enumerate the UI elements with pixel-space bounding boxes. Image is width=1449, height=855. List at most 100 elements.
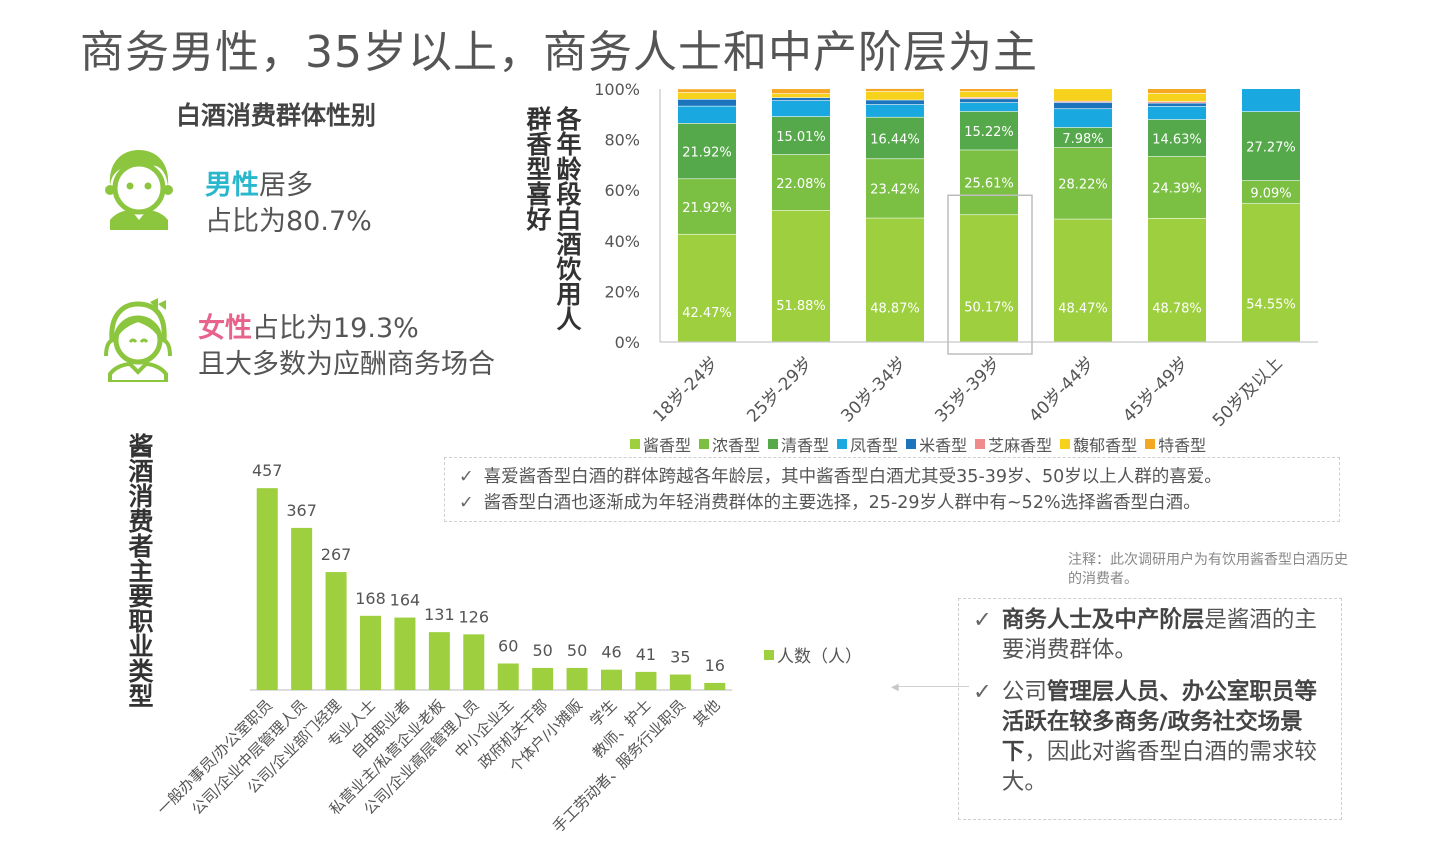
bar-segment <box>866 117 924 159</box>
bar-segment <box>678 89 736 93</box>
occupation-legend-swatch <box>764 649 774 660</box>
male-avatar-icon <box>100 148 178 234</box>
occupation-insight-2-pre: 公司 <box>1001 679 1047 705</box>
legend-item: 芝麻香型 <box>975 432 1052 456</box>
bar-segment <box>1242 111 1300 181</box>
bar-value-label: 367 <box>286 501 317 520</box>
legend-swatch <box>837 439 848 449</box>
bar-segment <box>1242 89 1300 112</box>
legend-swatch <box>630 439 640 449</box>
bar-segment <box>1148 103 1206 107</box>
bar-segment <box>960 89 1018 92</box>
occupation-bar <box>497 663 519 690</box>
x-tick-label: 其他 <box>690 696 724 730</box>
check-icon: ✓ <box>973 607 992 633</box>
x-tick-label: 一般办事员/办公室职员 <box>154 696 276 818</box>
x-tick-label: 专业人士 <box>324 696 379 751</box>
bar-segment <box>678 123 736 179</box>
bar-segment <box>960 97 1018 99</box>
x-tick-label: 政府机关干部 <box>475 696 551 772</box>
x-tick-label: 公司/企业高层管理人员 <box>360 696 482 818</box>
occupation-insight-2-rest: ，因此对酱香型白酒的需求较大。 <box>1001 739 1317 795</box>
bar-value-label: 35 <box>670 648 690 667</box>
bar-segment <box>772 89 830 94</box>
age-chart-title: 各年龄段白酒饮用人群香型喜好 <box>523 106 582 331</box>
bar-segment <box>772 210 830 342</box>
bar-segment <box>960 111 1018 150</box>
occupation-bar <box>325 572 347 690</box>
male-stat: 男性居多 占比为80.7% <box>205 168 372 240</box>
bar-value-label: 50 <box>532 641 552 660</box>
x-tick-label: 45岁-49岁 <box>1119 353 1192 426</box>
x-tick-label: 自由职业者 <box>348 696 414 762</box>
bar-segment <box>678 106 736 124</box>
data-label: 50.17% <box>964 300 1014 315</box>
legend-label: 清香型 <box>781 436 830 455</box>
bar-value-label: 457 <box>252 461 283 480</box>
x-tick-label: 公司/企业中层管理人员 <box>188 696 310 818</box>
x-tick-label: 学生 <box>586 696 620 730</box>
bar-segment <box>1054 89 1112 101</box>
occupation-insight-box: ✓ 商务人士及中产阶层是酱酒的主要消费群体。 ✓ 公司管理层人员、办公室职员等活… <box>958 598 1342 820</box>
bar-segment <box>866 218 924 342</box>
occupation-bar <box>601 669 622 690</box>
female-rest: 占比为19.3% <box>252 313 419 344</box>
age-insight-1: 喜爱酱香型白酒的群体跨越各年龄层，其中酱香型白酒尤其受35-39岁、50岁以上人… <box>483 467 1222 487</box>
bar-value-label: 164 <box>390 591 421 610</box>
female-avatar-icon <box>98 296 178 386</box>
bar-segment <box>866 100 924 105</box>
bar-segment <box>1242 203 1300 342</box>
legend-swatch <box>975 439 986 449</box>
data-label: 54.55% <box>1246 297 1296 312</box>
x-tick-label: 教师、护士 <box>589 696 655 762</box>
legend-swatch <box>699 439 710 449</box>
bar-segment <box>1054 127 1112 148</box>
age-chart-legend: 酱香型 浓香型 清香型 凤香型 米香型 芝麻香型 馥郁香型 特香型 <box>630 432 1206 456</box>
legend-label: 浓香型 <box>712 436 761 455</box>
bar-value-label: 41 <box>636 645 656 664</box>
bar-value-label: 168 <box>355 589 386 608</box>
occupation-bar <box>394 617 416 690</box>
check-icon: ✓ <box>459 493 474 513</box>
male-label: 男性 <box>205 170 259 201</box>
legend-label: 酱香型 <box>643 436 692 455</box>
data-label: 48.47% <box>1058 302 1108 317</box>
data-label: 51.88% <box>776 299 826 314</box>
occupation-bar <box>463 634 485 690</box>
bar-segment <box>678 92 736 100</box>
data-label: 23.42% <box>870 183 920 198</box>
x-tick-label: 私营业主/私营企业老板 <box>326 696 448 818</box>
x-tick-label: 18岁-24岁 <box>649 353 722 426</box>
female-stat: 女性占比为19.3% 且大多数为应酬商务场合 <box>198 311 495 383</box>
female-label: 女性 <box>198 313 252 344</box>
bar-segment <box>678 99 736 106</box>
legend-label: 米香型 <box>919 436 968 455</box>
legend-label: 芝麻香型 <box>988 436 1053 455</box>
data-label: 16.44% <box>870 132 920 147</box>
legend-item: 特香型 <box>1145 432 1206 456</box>
y-tick-label: 60% <box>604 181 640 200</box>
occupation-bar <box>635 671 657 690</box>
data-label: 21.92% <box>682 145 732 160</box>
data-label: 15.22% <box>964 125 1014 140</box>
data-label: 28.22% <box>1058 178 1108 193</box>
page-title: 商务男性，35岁以上，商务人士和中产阶层为主 <box>80 27 1038 78</box>
legend-swatch <box>906 439 917 449</box>
data-label: 42.47% <box>682 306 732 321</box>
bar-segment <box>678 234 736 342</box>
bar-segment <box>1054 101 1112 103</box>
bar-value-label: 131 <box>424 605 455 624</box>
data-label: 15.01% <box>776 130 826 145</box>
bar-segment <box>866 159 924 218</box>
bar-segment <box>772 100 830 117</box>
y-tick-label: 40% <box>604 232 640 251</box>
occupation-bar <box>566 667 588 690</box>
data-label: 7.98% <box>1062 132 1103 147</box>
bar-value-label: 60 <box>498 637 518 656</box>
y-tick-label: 0% <box>615 333 640 352</box>
gender-section-title: 白酒消费群体性别 <box>176 101 377 130</box>
bar-segment <box>1148 119 1206 157</box>
data-label: 14.63% <box>1152 132 1202 147</box>
bar-segment <box>866 91 924 100</box>
bar-segment <box>772 116 830 155</box>
